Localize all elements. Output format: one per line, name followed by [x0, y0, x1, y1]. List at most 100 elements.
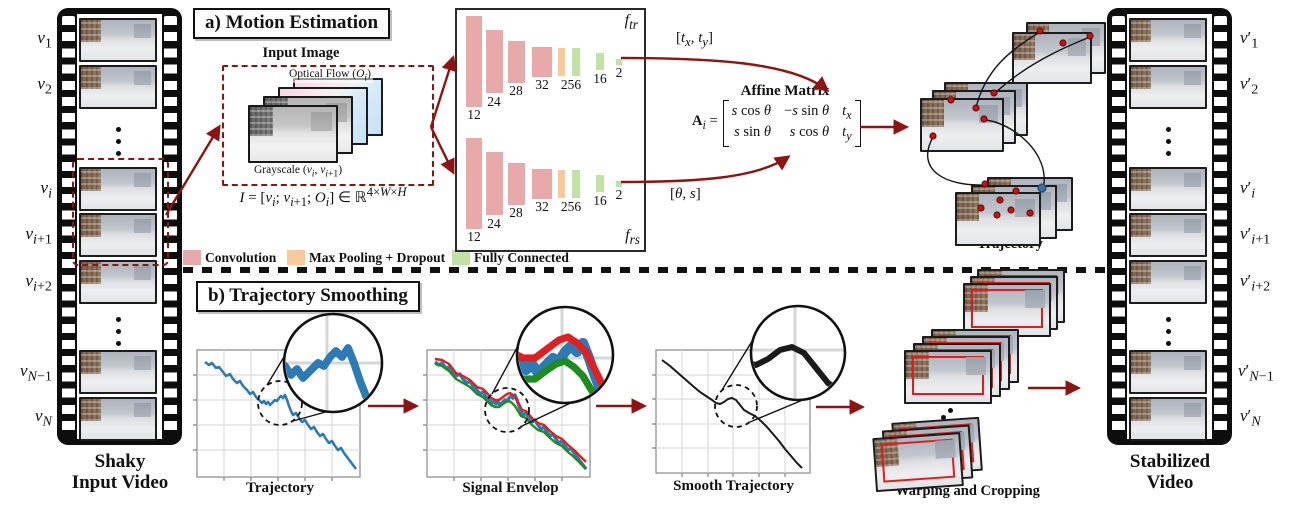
shaky-input-caption: Shaky Input Video — [71, 451, 169, 494]
shaky-input-filmstrip — [57, 8, 182, 445]
label-v1: v1 — [37, 28, 52, 52]
fc-layer — [616, 59, 622, 65]
layer-size: 256 — [560, 77, 582, 92]
input-tensor-formula: I = [vi; vi+1; Oi] ∈ ℝ4×W×H — [239, 185, 407, 209]
conv-layer — [508, 41, 525, 83]
fc-layer — [596, 53, 604, 70]
legend-label-fc: Fully Connected — [474, 250, 569, 265]
layer-size: 24 — [487, 94, 501, 109]
cnn-box: ftr frs 12 24 28 32 256 16 2 — [455, 8, 646, 252]
label-vip: v′i — [1240, 178, 1256, 202]
affine-lhs: Ai = — [692, 113, 718, 133]
plot-signal-envelop — [423, 305, 615, 481]
frame-vip — [1129, 167, 1207, 211]
f-rs-label: frs — [625, 226, 640, 247]
arrow-rotation-output — [620, 155, 791, 184]
affine-matrix-equation: Ai = s cos θ −s sin θ tx s sin θ s cos θ… — [692, 100, 861, 147]
layer-size: 24 — [487, 216, 501, 231]
layer-size: 2 — [615, 187, 623, 202]
frame-vi2p — [1129, 260, 1207, 304]
grayscale-label: Grayscale (vi, vi+1) — [252, 164, 345, 180]
layer-size: 28 — [509, 83, 523, 98]
conv-layer — [486, 30, 503, 93]
selected-frames-box — [72, 158, 169, 266]
conv-layer — [532, 169, 552, 199]
arrow-input-to-branch-top — [429, 55, 457, 128]
warped-stack-bottom — [871, 416, 996, 504]
label-vi2: vi+2 — [25, 271, 52, 295]
section-b-title: b) Trajectory Smoothing — [196, 281, 420, 312]
fc-layer — [616, 181, 622, 187]
trajectory-stack-bottom — [955, 192, 1041, 246]
maxpool-layer — [558, 48, 565, 76]
frame-vn — [79, 397, 157, 441]
layer-size: 16 — [593, 71, 607, 86]
trajectory-stack-top — [1012, 32, 1092, 84]
conv-layer — [466, 138, 482, 229]
warped-frame — [963, 283, 1051, 337]
frame-vn1 — [79, 350, 157, 394]
frame-vi2 — [79, 260, 157, 304]
plot-trajectory — [193, 312, 384, 481]
frame-v2 — [79, 65, 157, 109]
label-vn: vN — [35, 406, 52, 430]
frame-vi1 — [79, 213, 157, 257]
frame-v1 — [79, 18, 157, 62]
matrix-cell: ty — [842, 123, 852, 143]
layer-size: 32 — [535, 199, 549, 214]
legend-label-maxpool: Max Pooling + Dropout — [309, 250, 446, 265]
matrix-cell: s cos θ — [789, 123, 830, 140]
conv-layer — [508, 163, 525, 205]
label-vn1p: v′N−1 — [1238, 361, 1274, 385]
layer-size: 2 — [615, 65, 623, 80]
affine-matrix-title: Affine Matrix — [740, 83, 830, 99]
layer-size: 12 — [467, 229, 481, 244]
crop-rect — [912, 356, 984, 395]
conv-layer — [466, 16, 482, 107]
maxpool-layer — [558, 170, 565, 198]
plot-smooth-trajectory-label: Smooth Trajectory — [673, 478, 794, 494]
section-divider — [183, 267, 1106, 273]
ellipsis-dots — [1165, 310, 1171, 353]
label-vn1: vN−1 — [19, 361, 52, 385]
crop-rect — [971, 289, 1043, 328]
legend-swatch-maxpool — [287, 250, 305, 265]
label-v2: v2 — [37, 74, 52, 98]
layer-size: 16 — [593, 193, 607, 208]
ellipsis-dots — [1165, 120, 1171, 163]
conv-layer — [486, 152, 503, 215]
matrix-cell: −s sin θ — [784, 103, 830, 119]
matrix-cell: tx — [842, 103, 852, 122]
legend-swatch-convolution — [183, 250, 201, 265]
frame-vi1p — [1129, 213, 1207, 257]
layer-size: 28 — [509, 205, 523, 220]
magnifier-circle — [749, 304, 847, 402]
trajectory-stack-mid — [920, 98, 1004, 152]
grayscale-image — [248, 105, 338, 163]
affine-matrix: s cos θ −s sin θ tx s sin θ s cos θ ty — [722, 100, 861, 147]
frame-vnp — [1129, 397, 1207, 441]
warped-frame — [872, 432, 964, 493]
magnifier-circle — [515, 305, 615, 405]
cnn-branch-translation: 12 24 28 32 256 16 2 — [459, 12, 639, 122]
matrix-cell: s sin θ — [734, 123, 772, 140]
fc-layer — [572, 170, 580, 198]
fc-layer — [572, 48, 580, 76]
fc-layer — [596, 175, 604, 192]
stabilized-caption: Stabilized Video — [1129, 451, 1211, 494]
optical-flow-label: Optical Flow (Oi) — [287, 68, 373, 84]
section-a-title: a) Motion Estimation — [193, 8, 391, 39]
conv-layer — [532, 47, 552, 77]
filmstrip-sprockets-left — [62, 16, 75, 437]
cnn-branch-rotation-scale: 12 24 28 32 256 16 2 — [459, 134, 639, 244]
matrix-cell: s cos θ — [731, 103, 772, 119]
layer-size: 256 — [560, 199, 582, 214]
filmstrip-sprockets-right — [164, 16, 177, 437]
label-vi1: vi+1 — [25, 224, 52, 248]
plot-signal-envelop-label: Signal Envelop — [462, 480, 559, 496]
output-rotation-scale-label: [θ, s] — [670, 186, 701, 202]
label-vi: vi — [40, 178, 52, 202]
plot-trajectory-label: Trajectory — [245, 480, 314, 496]
frame-vi — [79, 167, 157, 211]
